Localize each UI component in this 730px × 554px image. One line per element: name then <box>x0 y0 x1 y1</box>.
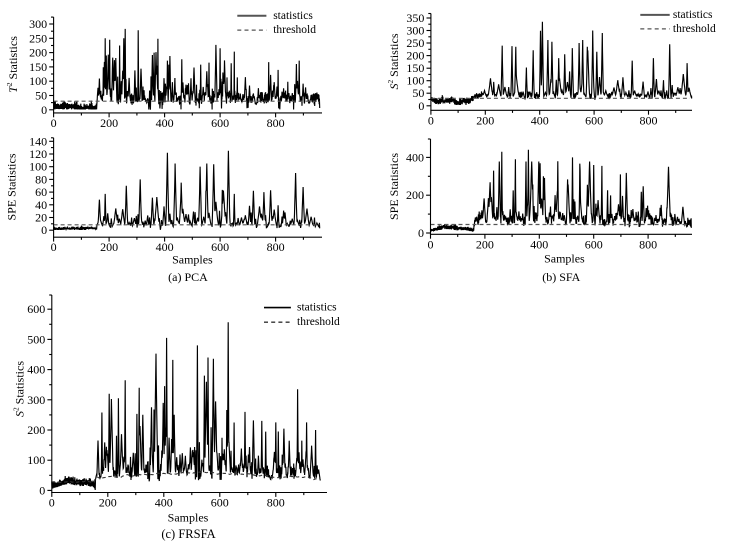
svg-text:0: 0 <box>51 116 57 130</box>
svg-text:SPE Statistics: SPE Statistics <box>5 153 19 220</box>
svg-text:150: 150 <box>406 61 424 75</box>
svg-text:0: 0 <box>418 226 424 240</box>
svg-text:0: 0 <box>418 99 424 113</box>
svg-text:SPE Statistics: SPE Statistics <box>387 153 401 220</box>
svg-text:800: 800 <box>267 496 285 510</box>
svg-text:0: 0 <box>39 483 45 497</box>
svg-text:400: 400 <box>530 237 548 251</box>
svg-text:0: 0 <box>41 223 47 237</box>
svg-text:S2 Statistics: S2 Statistics <box>386 33 402 89</box>
svg-text:(a) PCA: (a) PCA <box>168 270 208 284</box>
svg-text:statistics: statistics <box>297 302 337 314</box>
svg-text:400: 400 <box>155 496 173 510</box>
svg-text:600: 600 <box>211 240 229 254</box>
svg-text:800: 800 <box>267 116 285 130</box>
svg-text:0: 0 <box>51 240 57 254</box>
svg-text:0: 0 <box>428 237 434 251</box>
svg-text:200: 200 <box>99 496 117 510</box>
svg-text:300: 300 <box>406 24 424 38</box>
svg-text:0: 0 <box>428 113 434 127</box>
svg-text:(c) FRSFA: (c) FRSFA <box>161 527 215 541</box>
svg-text:50: 50 <box>412 86 424 100</box>
svg-text:150: 150 <box>29 60 47 74</box>
svg-text:400: 400 <box>156 116 174 130</box>
svg-text:200: 200 <box>406 188 424 202</box>
svg-text:300: 300 <box>29 17 47 31</box>
svg-text:statistics: statistics <box>273 10 313 22</box>
svg-text:0: 0 <box>49 496 55 510</box>
svg-text:300: 300 <box>27 393 45 407</box>
svg-text:800: 800 <box>267 240 285 254</box>
svg-text:400: 400 <box>406 150 424 164</box>
svg-text:threshold: threshold <box>273 24 316 36</box>
svg-text:100: 100 <box>27 453 45 467</box>
svg-text:140: 140 <box>29 134 47 148</box>
svg-text:100: 100 <box>29 74 47 88</box>
svg-text:200: 200 <box>476 113 494 127</box>
svg-text:200: 200 <box>406 49 424 63</box>
svg-text:200: 200 <box>29 46 47 60</box>
svg-text:120: 120 <box>29 147 47 161</box>
svg-text:600: 600 <box>211 496 229 510</box>
svg-text:Samples: Samples <box>168 511 209 525</box>
svg-text:200: 200 <box>476 237 494 251</box>
svg-text:100: 100 <box>29 160 47 174</box>
svg-text:50: 50 <box>35 89 47 103</box>
svg-text:350: 350 <box>406 11 424 25</box>
svg-text:statistics: statistics <box>673 9 713 21</box>
svg-text:250: 250 <box>29 31 47 45</box>
svg-text:(b) SFA: (b) SFA <box>542 270 580 284</box>
svg-text:20: 20 <box>35 211 47 225</box>
svg-text:600: 600 <box>585 113 603 127</box>
svg-text:T2 Statistics: T2 Statistics <box>5 36 21 93</box>
svg-text:600: 600 <box>27 302 45 316</box>
svg-text:400: 400 <box>27 363 45 377</box>
svg-text:Samples: Samples <box>172 253 213 267</box>
svg-text:threshold: threshold <box>673 23 716 35</box>
svg-text:500: 500 <box>27 332 45 346</box>
svg-text:800: 800 <box>640 113 658 127</box>
svg-text:400: 400 <box>156 240 174 254</box>
svg-text:400: 400 <box>531 113 549 127</box>
svg-text:60: 60 <box>35 185 47 199</box>
svg-text:200: 200 <box>100 116 118 130</box>
svg-text:800: 800 <box>639 237 657 251</box>
svg-text:0: 0 <box>41 103 47 117</box>
svg-text:250: 250 <box>406 36 424 50</box>
svg-text:100: 100 <box>406 74 424 88</box>
svg-text:S2 Statistics: S2 Statistics <box>11 361 27 417</box>
svg-text:Samples: Samples <box>544 252 585 266</box>
svg-text:600: 600 <box>211 116 229 130</box>
svg-text:threshold: threshold <box>297 316 340 328</box>
svg-text:200: 200 <box>100 240 118 254</box>
svg-text:200: 200 <box>27 423 45 437</box>
svg-text:80: 80 <box>35 172 47 186</box>
svg-text:600: 600 <box>585 237 603 251</box>
svg-text:40: 40 <box>35 198 47 212</box>
